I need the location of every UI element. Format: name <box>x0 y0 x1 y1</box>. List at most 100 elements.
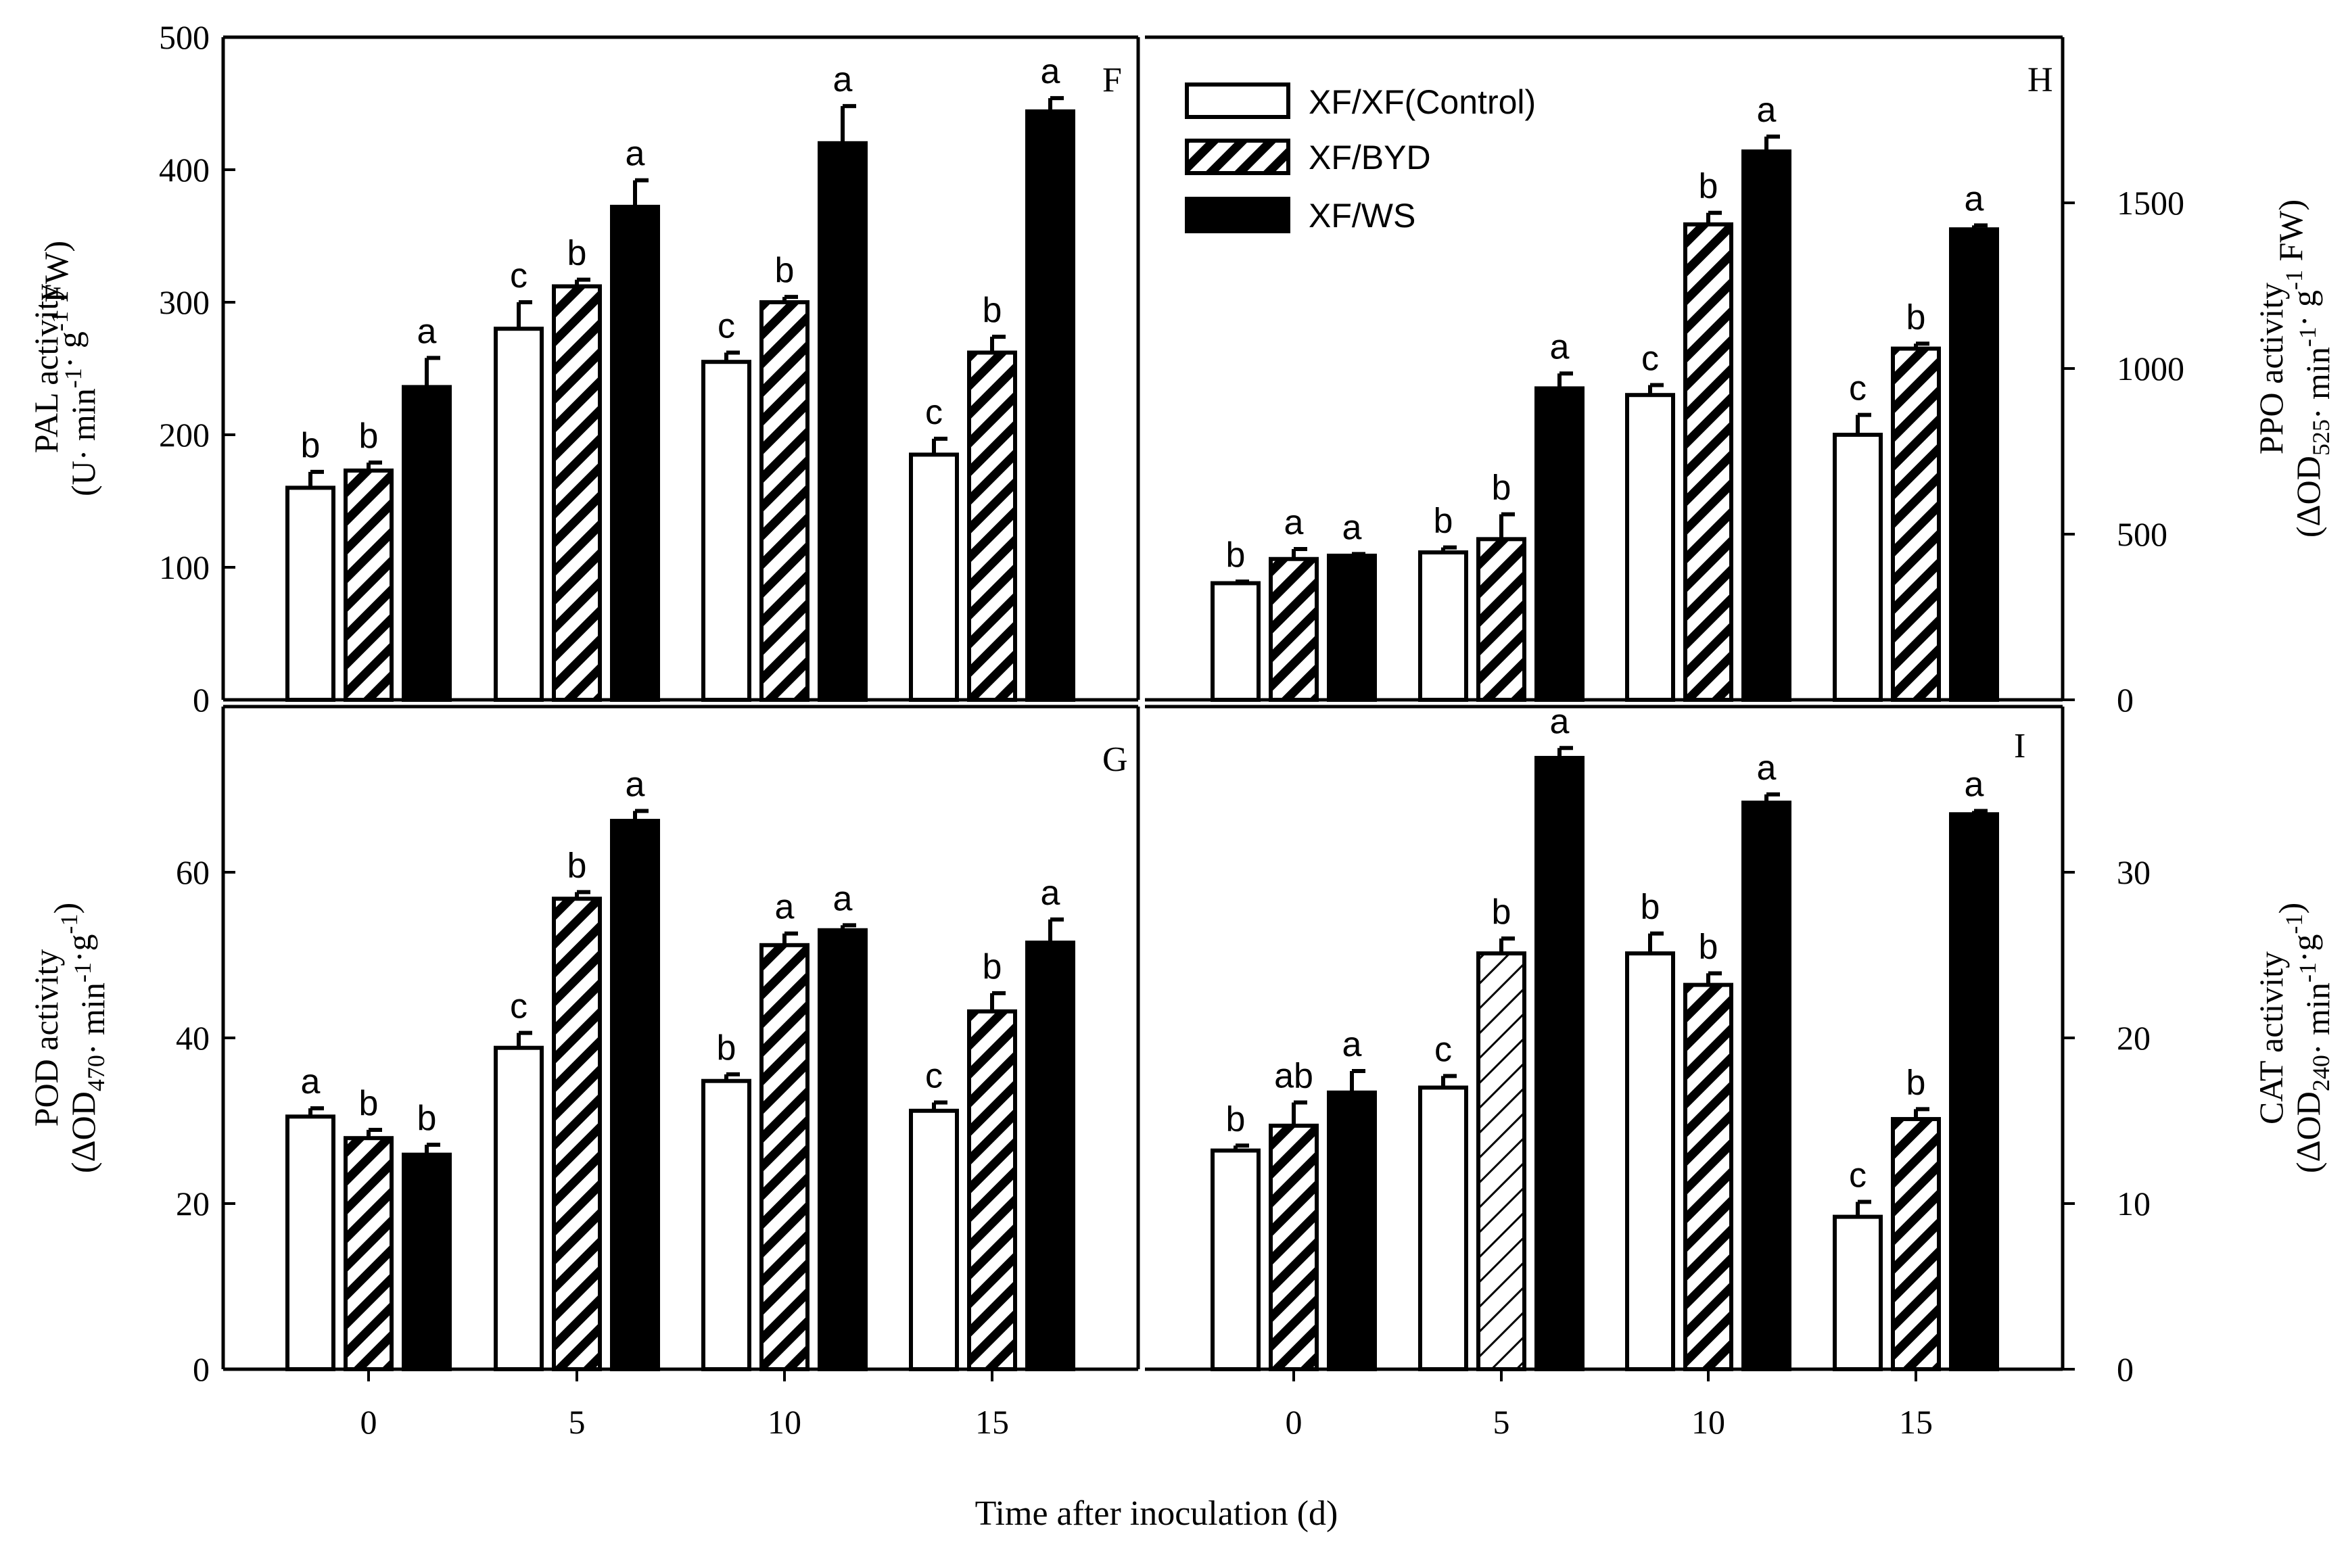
significance-letter: a <box>417 312 437 351</box>
x-tick-label: 10 <box>768 1403 801 1441</box>
x-tick-label: 15 <box>975 1403 1009 1441</box>
significance-letter: a <box>1041 52 1060 91</box>
panel-label: H <box>2027 61 2053 99</box>
x-tick-label: 0 <box>360 1403 377 1441</box>
bar-h-xfws-5 <box>1534 386 1585 703</box>
significance-letter: c <box>925 1057 943 1096</box>
bar-f-xfws-10 <box>818 141 868 703</box>
y-axis-unit: (ΔOD470· min-1·g-1) <box>47 903 112 1173</box>
y-tick-label: 0 <box>193 681 210 719</box>
y-tick-label: 1000 <box>2117 350 2184 387</box>
y-axis-unit: (ΔOD240· min-1·g-1) <box>2272 903 2337 1173</box>
x-axis-tick-labels: 0 5 10 15 0 5 10 15 <box>360 1369 1933 1441</box>
significance-letter: b <box>775 251 795 290</box>
significance-letter: b <box>567 234 587 273</box>
significance-letter: a <box>626 765 645 804</box>
bar-h-xfbyd-0 <box>1269 556 1319 702</box>
significance-letter: a <box>1342 1025 1362 1064</box>
bar-f-xfbyd-15 <box>967 350 1017 702</box>
bar-g-xfbyd-5 <box>552 897 602 1371</box>
significance-letter: b <box>983 947 1002 987</box>
significance-letter: a <box>1284 503 1304 542</box>
bar-f-xfbyd-5 <box>552 284 602 703</box>
significance-letter: a <box>1757 749 1777 788</box>
significance-letter: c <box>718 306 735 346</box>
bar-i-xfxfcontrol-0 <box>1211 1148 1261 1371</box>
legend-label-control: XF/XF(Control) <box>1309 83 1536 121</box>
significance-letter: c <box>1849 369 1867 408</box>
significance-letter: b <box>1226 536 1246 575</box>
y-axis-unit: (U· min-1· g-1 FW) <box>37 241 102 496</box>
y-tick-label: 400 <box>159 151 210 189</box>
significance-letter: b <box>1699 927 1718 966</box>
y-axis-title: CAT activity <box>2252 951 2290 1124</box>
significance-letter: a <box>1550 327 1570 366</box>
significance-letter: a <box>833 60 853 99</box>
y-tick-label: 20 <box>2117 1019 2151 1057</box>
bar-f-xfbyd-10 <box>759 300 810 702</box>
significance-letter: c <box>510 987 527 1026</box>
bar-h-xfxfcontrol-0 <box>1211 581 1261 703</box>
significance-letter: b <box>983 291 1002 330</box>
y-tick-label: 60 <box>176 853 210 891</box>
y-tick-label: 0 <box>193 1350 210 1388</box>
legend-swatch-control <box>1185 82 1290 119</box>
bar-g-xfbyd-10 <box>759 943 810 1372</box>
bar-g-xfbyd-0 <box>344 1136 394 1371</box>
bar-i-xfbyd-10 <box>1683 982 1733 1371</box>
significance-letter: a <box>1757 91 1777 130</box>
significance-letter: b <box>717 1028 736 1068</box>
bar-h-xfbyd-10 <box>1683 222 1733 703</box>
significance-letter: b <box>359 1084 379 1123</box>
significance-letter: b <box>567 846 587 885</box>
legend-swatch-byd <box>1185 139 1290 175</box>
y-tick-label: 500 <box>159 18 210 56</box>
significance-letter: b <box>1906 298 1926 337</box>
bar-f-xfxfcontrol-0 <box>285 485 335 703</box>
bar-h-xfbyd-15 <box>1891 346 1941 702</box>
y-tick-label: 1500 <box>2117 184 2184 222</box>
bar-i-xfxfcontrol-10 <box>1625 951 1675 1372</box>
bar-h-xfxfcontrol-10 <box>1625 393 1675 702</box>
bar-f-xfxfcontrol-10 <box>701 360 751 702</box>
bar-i-xfbyd-0 <box>1269 1123 1319 1371</box>
y-axis-unit: (ΔOD525· min-1· g-1 FW) <box>2272 199 2337 538</box>
x-tick-label: 5 <box>1493 1403 1510 1441</box>
bar-g-xfxfcontrol-5 <box>494 1045 544 1371</box>
significance-letter: a <box>301 1062 321 1101</box>
bar-f-xfxfcontrol-5 <box>494 327 544 702</box>
significance-letter: b <box>417 1099 437 1138</box>
y-axis-title: PAL activity <box>27 284 65 453</box>
y-axis-title: PPO activity <box>2252 283 2290 454</box>
bar-f-xfbyd-0 <box>344 468 394 702</box>
x-tick-label: 5 <box>569 1403 586 1441</box>
significance-letter: c <box>510 256 527 295</box>
legend-label-byd: XF/BYD <box>1309 139 1431 176</box>
significance-letter: c <box>1641 339 1659 379</box>
significance-letter: b <box>1641 888 1660 927</box>
bar-i-xfws-10 <box>1741 801 1791 1371</box>
significance-letter: c <box>925 393 943 432</box>
x-tick-label: 15 <box>1899 1403 1933 1441</box>
significance-letter: c <box>1434 1030 1452 1069</box>
bar-h-xfxfcontrol-15 <box>1833 433 1883 702</box>
bar-g-xfws-15 <box>1025 941 1075 1371</box>
significance-letter: b <box>1699 167 1718 206</box>
bar-g-xfws-0 <box>402 1152 452 1371</box>
bar-h-xfxfcontrol-5 <box>1418 550 1468 703</box>
x-tick-label: 0 <box>1286 1403 1303 1441</box>
y-tick-label: 10 <box>2117 1185 2151 1222</box>
x-axis-title: Time after inoculation (d) <box>975 1494 1338 1533</box>
panel-label: G <box>1102 740 1128 779</box>
y-tick-label: 0 <box>2117 1350 2134 1388</box>
panel-label: I <box>2014 727 2025 765</box>
significance-letter: a <box>1342 508 1362 547</box>
bar-g-xfxfcontrol-0 <box>285 1114 335 1371</box>
y-tick-label: 200 <box>159 416 210 454</box>
bar-f-xfws-0 <box>402 385 452 702</box>
significance-letter: c <box>1849 1156 1867 1195</box>
bar-i-xfbyd-15 <box>1891 1117 1941 1372</box>
bar-i-xfxfcontrol-5 <box>1418 1085 1468 1371</box>
